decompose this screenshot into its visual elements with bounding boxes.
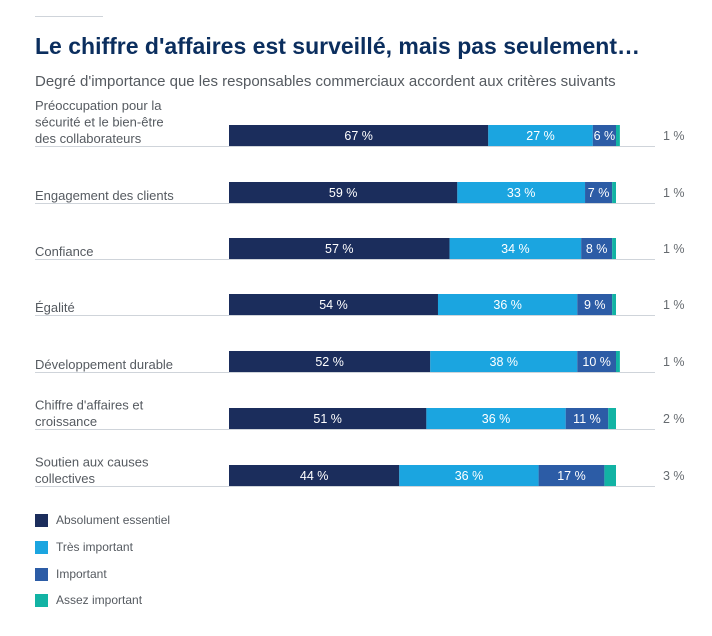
category-label-line: Engagement des clients bbox=[35, 188, 174, 203]
category-label-line: Développement durable bbox=[35, 357, 173, 372]
bar-segment-assez bbox=[616, 351, 620, 372]
category-label: Chiffre d'affaires et croissance bbox=[35, 398, 144, 430]
data-label-assez: 3 % bbox=[663, 469, 685, 483]
data-label-assez: 1 % bbox=[663, 186, 685, 200]
chart-subtitle: Degré d'importance que les responsables … bbox=[35, 73, 616, 90]
data-label-important: 9 % bbox=[584, 298, 606, 312]
bar-segment-absolument bbox=[229, 465, 400, 486]
bar-segment-tres bbox=[488, 125, 593, 146]
category-label: Préoccupation pour la sécurité et le bien… bbox=[35, 98, 164, 146]
category-label-line: Confiance bbox=[35, 244, 94, 259]
data-label-assez: 1 % bbox=[663, 298, 685, 312]
bar-segment-important bbox=[577, 294, 613, 315]
bar-segment-assez bbox=[604, 465, 616, 486]
bar-segment-important bbox=[577, 351, 616, 372]
data-label-assez: 1 % bbox=[663, 129, 685, 143]
bar-segment-absolument bbox=[229, 351, 431, 372]
bar-segment-assez bbox=[608, 408, 616, 429]
legend-item-absolument: Absolument essentiel bbox=[35, 512, 255, 530]
category-label-line: croissance bbox=[35, 414, 97, 429]
legend-item-assez: Assez important bbox=[35, 592, 255, 610]
legend-label-absolument: Absolument essentiel bbox=[56, 513, 171, 527]
data-label-assez: 1 % bbox=[663, 242, 685, 256]
category-label-line: Soutien aux causes bbox=[35, 455, 149, 470]
bar-segment-important bbox=[581, 238, 613, 259]
legend-item-important: Important bbox=[35, 566, 255, 584]
legend-swatch-assez bbox=[35, 594, 48, 607]
data-label-assez: 2 % bbox=[663, 412, 685, 426]
data-label-absolument: 57 % bbox=[325, 242, 354, 256]
data-label-important: 11 % bbox=[573, 412, 601, 426]
bar-segment-tres bbox=[457, 182, 586, 203]
bar-segment-absolument bbox=[229, 125, 489, 146]
legend-label-important: Important bbox=[56, 567, 107, 581]
top-divider bbox=[35, 16, 103, 17]
legend-label-tres: Très important bbox=[56, 540, 133, 554]
data-label-tres: 34 % bbox=[501, 242, 530, 256]
data-label-tres: 36 % bbox=[493, 298, 522, 312]
legend-label-assez: Assez important bbox=[56, 593, 143, 607]
chart-title: Le chiffre d'affaires est surveillé, mai… bbox=[35, 33, 640, 59]
bar-segment-absolument bbox=[229, 408, 427, 429]
legend-item-tres: Très important bbox=[35, 539, 255, 557]
category-label-line: Chiffre d'affaires et bbox=[35, 398, 144, 413]
data-label-tres: 36 % bbox=[482, 412, 511, 426]
bar-segment-absolument bbox=[229, 294, 438, 315]
bar-segment-absolument bbox=[229, 238, 450, 259]
bar-segment-tres bbox=[430, 351, 578, 372]
data-label-important: 7 % bbox=[588, 186, 610, 200]
category-label-line: des collaborateurs bbox=[35, 131, 142, 146]
bar-segment-important bbox=[585, 182, 613, 203]
bar-segment-tres bbox=[399, 465, 539, 486]
category-label: Confiance bbox=[35, 244, 94, 259]
data-label-important: 17 % bbox=[557, 469, 586, 483]
category-label: Égalité bbox=[35, 300, 75, 315]
category-label: Développement durable bbox=[35, 357, 173, 372]
data-label-absolument: 51 % bbox=[313, 412, 342, 426]
data-label-important: 6 % bbox=[594, 129, 616, 143]
data-label-absolument: 54 % bbox=[319, 298, 348, 312]
bar-segment-tres bbox=[426, 408, 566, 429]
bar-segment-important bbox=[592, 125, 616, 146]
data-label-tres: 38 % bbox=[490, 355, 519, 369]
data-label-absolument: 44 % bbox=[300, 469, 329, 483]
bar-segment-absolument bbox=[229, 182, 458, 203]
legend-swatch-tres bbox=[35, 541, 48, 554]
data-label-important: 8 % bbox=[586, 242, 608, 256]
bar-segment-assez bbox=[612, 182, 616, 203]
data-label-tres: 27 % bbox=[526, 129, 555, 143]
bar-segment-important bbox=[538, 465, 605, 486]
data-label-assez: 1 % bbox=[663, 355, 685, 369]
bar-segment-tres bbox=[449, 238, 582, 259]
data-label-absolument: 67 % bbox=[344, 129, 373, 143]
data-label-absolument: 59 % bbox=[329, 186, 358, 200]
legend-swatch-absolument bbox=[35, 514, 48, 527]
category-label-line: sécurité et le bien-être bbox=[35, 115, 164, 130]
legend-swatch-important bbox=[35, 568, 48, 581]
bar-segment-assez bbox=[616, 125, 620, 146]
bar-segment-assez bbox=[612, 294, 616, 315]
data-label-tres: 36 % bbox=[455, 469, 484, 483]
bar-segment-assez bbox=[612, 238, 616, 259]
bar-segment-important bbox=[565, 408, 609, 429]
data-label-absolument: 52 % bbox=[315, 355, 344, 369]
data-label-tres: 33 % bbox=[507, 186, 536, 200]
category-label-line: Égalité bbox=[35, 300, 75, 315]
data-label-important: 10 % bbox=[582, 355, 611, 369]
category-label-line: Préoccupation pour la bbox=[35, 98, 162, 113]
category-label: Engagement des clients bbox=[35, 188, 174, 203]
category-label-line: collectives bbox=[35, 471, 95, 486]
bar-segment-tres bbox=[437, 294, 578, 315]
category-label: Soutien aux causes collectives bbox=[35, 455, 149, 487]
